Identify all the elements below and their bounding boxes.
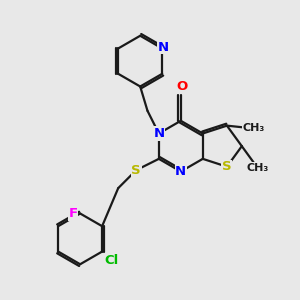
Text: S: S	[131, 164, 141, 177]
Text: CH₃: CH₃	[246, 163, 268, 173]
Text: S: S	[222, 160, 232, 173]
Text: N: N	[153, 127, 164, 140]
Text: Cl: Cl	[105, 254, 119, 267]
Text: F: F	[68, 207, 78, 220]
Text: O: O	[176, 80, 188, 93]
Text: CH₃: CH₃	[242, 123, 265, 134]
Text: N: N	[175, 165, 186, 178]
Text: N: N	[158, 41, 169, 54]
